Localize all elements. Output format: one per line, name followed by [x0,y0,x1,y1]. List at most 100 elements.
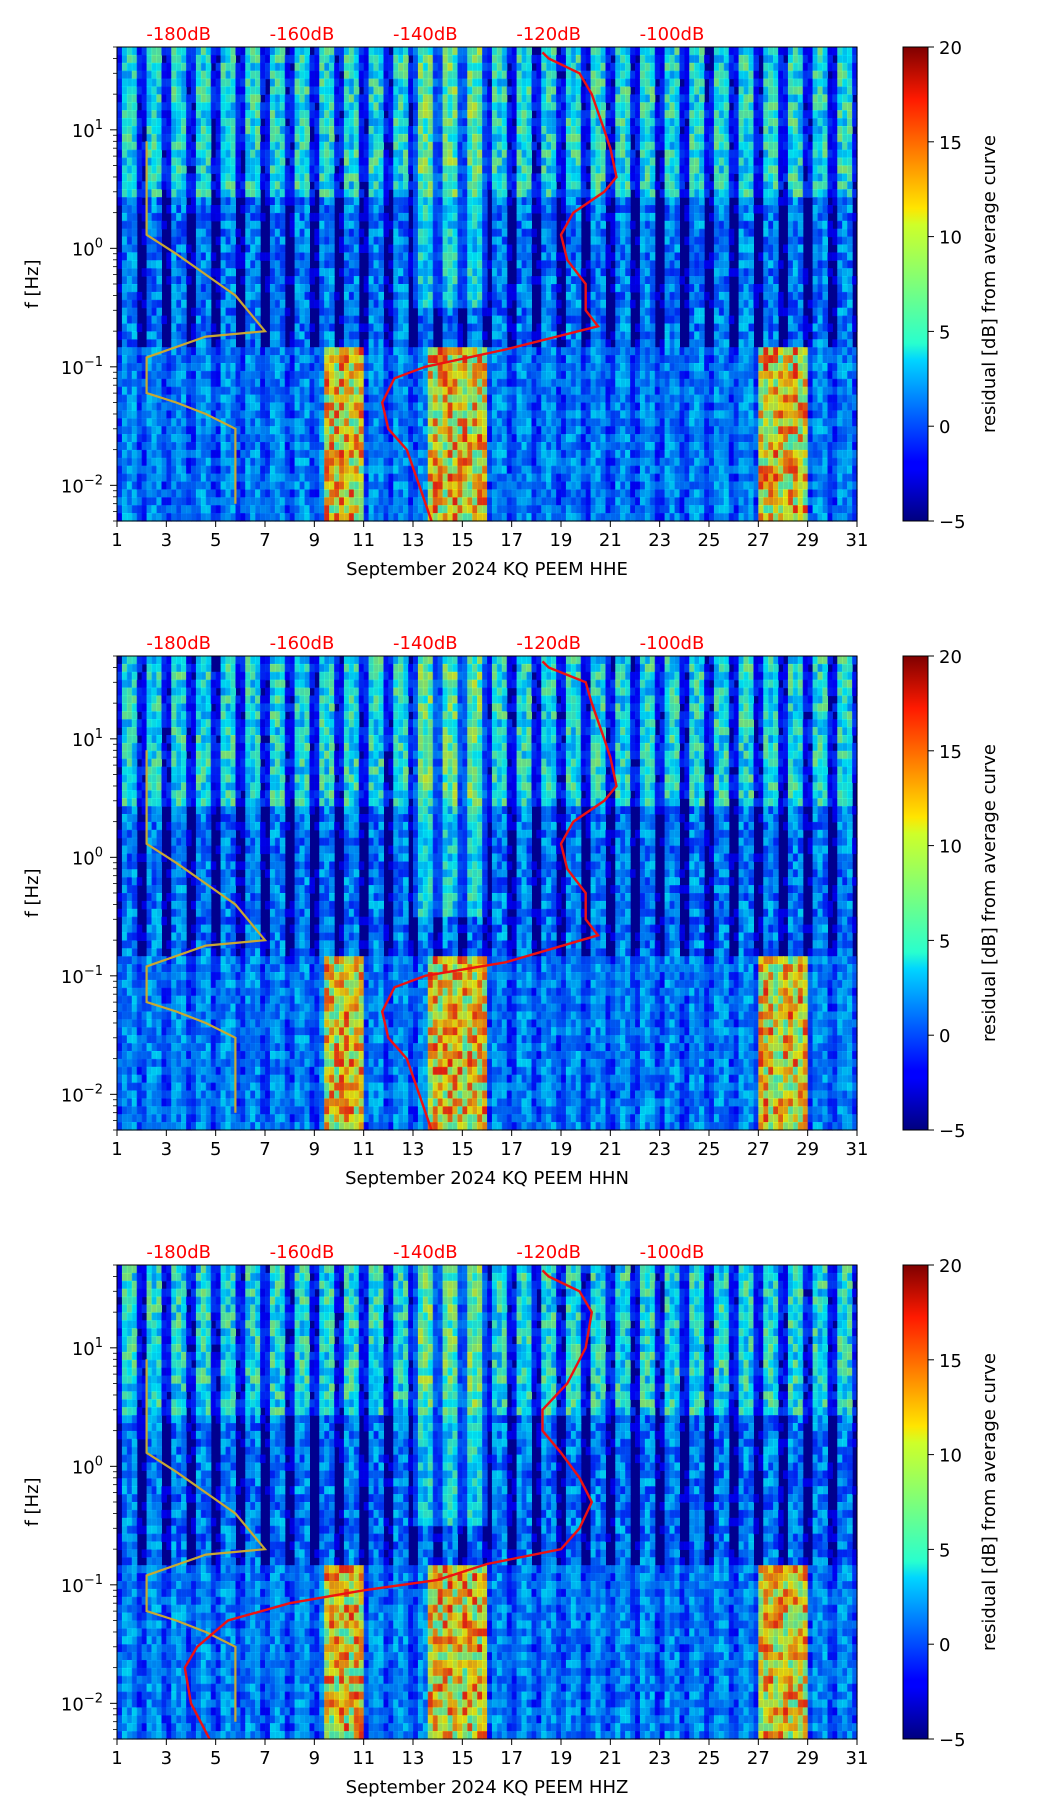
colorbar-tick-label: 5 [939,322,950,343]
x-tick-label: 23 [648,1139,671,1160]
x-tick-label: 1 [111,1139,122,1160]
colorbar-tick-label: 20 [939,38,962,59]
colorbar-tick-label: 0 [939,1026,950,1047]
x-tick-label: 1 [111,1748,122,1769]
colorbar-tick-label: −5 [939,1730,966,1751]
top-db-label: -160dB [270,633,335,654]
x-tick-label: 13 [402,1139,425,1160]
x-tick-label: 19 [550,530,573,551]
x-tick-label: 21 [599,1139,622,1160]
colorbar-tick-label: 10 [939,837,962,858]
top-db-label: -160dB [270,1242,335,1263]
top-db-label: -100dB [640,633,705,654]
colorbar-tick-label: −5 [939,512,966,533]
x-tick-label: 7 [259,1748,270,1769]
y-tick-label: 10−1 [61,1573,103,1597]
y-tick-label: 10−2 [61,1691,103,1715]
top-db-label: -180dB [146,1242,211,1263]
x-tick-label: 19 [550,1748,573,1769]
colorbar-tick-label: 15 [939,742,962,763]
colorbar-tick-label: 20 [939,1256,962,1277]
x-tick-label: 15 [451,1139,474,1160]
x-axis-label: September 2024 KQ PEEM HHE [346,559,628,580]
x-tick-label: 13 [402,530,425,551]
spectrogram-heatmap [117,656,858,1131]
top-db-label: -140dB [393,633,458,654]
x-tick-label: 9 [309,1748,320,1769]
top-db-label: -140dB [393,24,458,45]
x-tick-label: 11 [352,530,375,551]
top-db-label: -100dB [640,24,705,45]
y-tick-label: 100 [72,236,103,260]
top-db-label: -120dB [516,633,581,654]
x-tick-label: 7 [259,530,270,551]
x-tick-label: 27 [747,1748,770,1769]
y-axis-label: f [Hz] [22,1477,43,1526]
x-tick-label: 5 [210,1139,221,1160]
colorbar-tick-label: −5 [939,1121,966,1142]
y-tick-label: 10−1 [61,355,103,379]
top-db-label: -140dB [393,1242,458,1263]
x-tick-label: 23 [648,1748,671,1769]
x-tick-label: 5 [210,1748,221,1769]
top-db-label: -100dB [640,1242,705,1263]
spectrogram-heatmap [117,47,858,522]
top-db-label: -180dB [146,24,211,45]
x-tick-label: 29 [796,1139,819,1160]
x-tick-label: 31 [846,1139,869,1160]
y-axis-label: f [Hz] [22,868,43,917]
x-tick-label: 25 [698,530,721,551]
x-tick-label: 7 [259,1139,270,1160]
colorbar-tick-label: 5 [939,1540,950,1561]
x-tick-label: 29 [796,1748,819,1769]
colorbar-tick-label: 10 [939,228,962,249]
top-db-label: -120dB [516,24,581,45]
colorbar-tick-label: 0 [939,417,950,438]
x-tick-label: 17 [500,1139,523,1160]
colorbar-label: residual [dB] from average curve [979,135,1000,433]
x-tick-label: 27 [747,530,770,551]
x-tick-label: 1 [111,530,122,551]
colorbar-tick-label: 20 [939,647,962,668]
x-tick-label: 31 [846,530,869,551]
x-tick-label: 29 [796,530,819,551]
y-tick-label: 101 [72,727,103,751]
x-tick-label: 17 [500,530,523,551]
x-tick-label: 11 [352,1748,375,1769]
y-tick-label: 100 [72,845,103,869]
top-db-label: -160dB [270,24,335,45]
x-tick-label: 13 [402,1748,425,1769]
colorbar-tick-label: 15 [939,1351,962,1372]
x-tick-label: 3 [161,1748,172,1769]
x-axis-label: September 2024 KQ PEEM HHZ [346,1777,629,1798]
y-tick-label: 10−2 [61,473,103,497]
x-tick-label: 17 [500,1748,523,1769]
colorbar-tick-label: 5 [939,931,950,952]
x-axis-label: September 2024 KQ PEEM HHN [345,1168,629,1189]
x-tick-label: 9 [309,530,320,551]
top-db-label: -180dB [146,633,211,654]
x-tick-label: 21 [599,1748,622,1769]
spectrogram-heatmap [117,1265,858,1740]
x-tick-label: 15 [451,1748,474,1769]
x-tick-label: 3 [161,1139,172,1160]
x-tick-label: 5 [210,530,221,551]
colorbar-tick-label: 0 [939,1635,950,1656]
y-tick-label: 10−2 [61,1082,103,1106]
x-tick-label: 21 [599,530,622,551]
y-tick-label: 101 [72,1336,103,1360]
top-db-label: -120dB [516,1242,581,1263]
x-tick-label: 31 [846,1748,869,1769]
y-axis-label: f [Hz] [22,259,43,308]
x-tick-label: 25 [698,1748,721,1769]
x-tick-label: 27 [747,1139,770,1160]
x-tick-label: 3 [161,530,172,551]
y-tick-label: 101 [72,118,103,142]
x-tick-label: 25 [698,1139,721,1160]
x-tick-label: 9 [309,1139,320,1160]
x-tick-label: 19 [550,1139,573,1160]
